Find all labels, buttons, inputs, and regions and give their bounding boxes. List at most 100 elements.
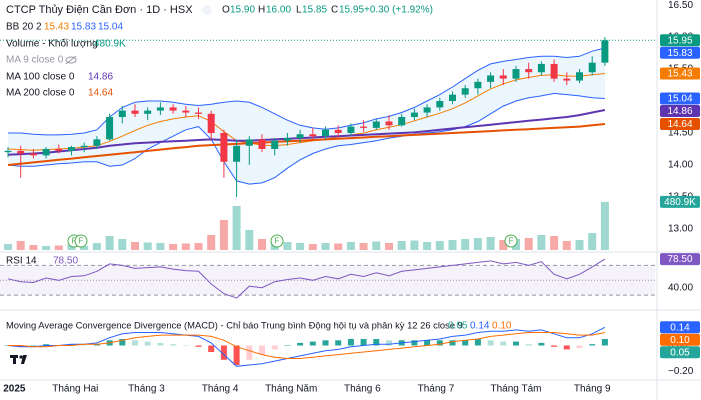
candle-body [550, 63, 558, 79]
tag-box [660, 346, 700, 359]
candle-body [195, 112, 202, 114]
x-tick-label: Tháng Năm [265, 384, 317, 395]
candle-body [601, 40, 609, 63]
change: +0.30 (+1.92%) [364, 5, 433, 16]
volume-bar [423, 242, 432, 250]
candle-body [233, 145, 241, 162]
candle-body [296, 134, 304, 139]
y-tick-label: 16.50 [668, 0, 693, 11]
volume-bar [359, 243, 368, 250]
candle-body [322, 129, 329, 137]
volume-bar [486, 237, 495, 250]
volume-bar [308, 244, 317, 250]
logo [10, 355, 27, 364]
signal-line [8, 332, 606, 359]
macd-hist-bar [335, 340, 342, 346]
candle-body [410, 112, 418, 118]
ohlc-label: C [331, 5, 338, 16]
macd-hist-bar [386, 340, 392, 346]
volume-bar [156, 243, 165, 250]
event-markers: F F F F [67, 234, 518, 248]
volume-bar [245, 230, 254, 250]
candle-body [474, 81, 482, 89]
hidden-icon [65, 55, 77, 65]
macd-hist-bar [30, 345, 37, 346]
volume-bar [448, 240, 457, 250]
tag-label: 0.05 [670, 347, 690, 358]
candle-body [588, 62, 596, 73]
candle-body [42, 148, 50, 156]
tag-label: 15.83 [667, 48, 692, 59]
volume-bar [131, 242, 139, 250]
macd-hist-bar [17, 345, 24, 347]
macd-hist-bar [119, 339, 126, 346]
volume-bar [550, 236, 559, 250]
indicator-value: 78.50 [53, 256, 78, 267]
price-tag: 14.86 [660, 104, 700, 117]
y-tick-label: 14.50 [668, 128, 693, 139]
macd-hist-bar [271, 345, 278, 350]
macd-hist-bar [220, 345, 227, 360]
macd-hist-bar [93, 344, 100, 346]
macd-hist-bar [259, 345, 265, 355]
volume-bar [461, 239, 470, 250]
macd-hist-bar [576, 345, 583, 349]
volume-bar [29, 245, 38, 250]
indicator-name: Volume - Khối lượng [6, 38, 98, 50]
y-tick-label: 14.00 [668, 160, 693, 171]
volume-bar [575, 240, 584, 250]
volume-bar [169, 244, 178, 250]
price-tag: 480.9K [660, 195, 700, 208]
event-marker [74, 234, 88, 248]
candle-body [525, 69, 533, 73]
macd-hist-bar [347, 339, 354, 346]
candle-body [372, 121, 380, 128]
bb-fill [8, 47, 605, 185]
tag-label: 15.95 [667, 35, 692, 46]
x-tick-label: Tháng 4 [202, 384, 239, 395]
volume-bar [435, 241, 444, 250]
indicator-value: 15.83 [71, 22, 96, 33]
macd-hist-bar [373, 339, 380, 346]
tag-label: 15.04 [667, 94, 692, 105]
macd-hist-bar [589, 344, 596, 346]
ma200-line [7, 123, 606, 166]
indicator-name: MA 200 close 0 [6, 88, 75, 99]
macd-hist-bar [411, 340, 418, 346]
ohlc-label: L [296, 5, 302, 16]
volume-bar [181, 243, 190, 250]
volume-bar [42, 246, 51, 250]
macd-hist-bar [436, 340, 443, 346]
tag-label: 14.64 [667, 119, 692, 130]
candle-body [245, 139, 253, 146]
price-tag: 15.04 [660, 92, 700, 105]
candle-body [118, 110, 126, 118]
candle-body [449, 94, 456, 102]
candle-body [576, 72, 583, 81]
macd-hist-bar [449, 340, 456, 346]
rsi-tick-label: 40.00 [668, 282, 693, 293]
macd-hist-bar [170, 344, 177, 346]
candle-body [537, 63, 545, 73]
candle-body [106, 117, 114, 140]
macd-tick-label: −0.20 [668, 366, 694, 377]
candle-body [68, 147, 75, 151]
indicator-name: Moving Average Convergence Divergence (M… [6, 319, 463, 330]
event-label: F [509, 237, 514, 246]
price-tag: 15.43 [660, 67, 700, 80]
volume-bar [92, 243, 101, 250]
volume-bar [410, 240, 419, 250]
indicator-value: 0.10 [492, 321, 512, 332]
volume-bar [524, 238, 533, 250]
price-tag: 0.10 [660, 333, 700, 346]
volume-bar [588, 233, 597, 250]
tag-label: 78.50 [667, 254, 692, 265]
volume-bar [600, 201, 609, 250]
candle-body [80, 145, 88, 148]
candle-body [512, 69, 520, 79]
candle-body [487, 75, 495, 82]
tag-box [660, 253, 700, 266]
tag-box [660, 67, 700, 80]
x-tick-label: Tháng Tám [491, 384, 542, 395]
x-tick-label: Tháng 9 [574, 384, 611, 395]
